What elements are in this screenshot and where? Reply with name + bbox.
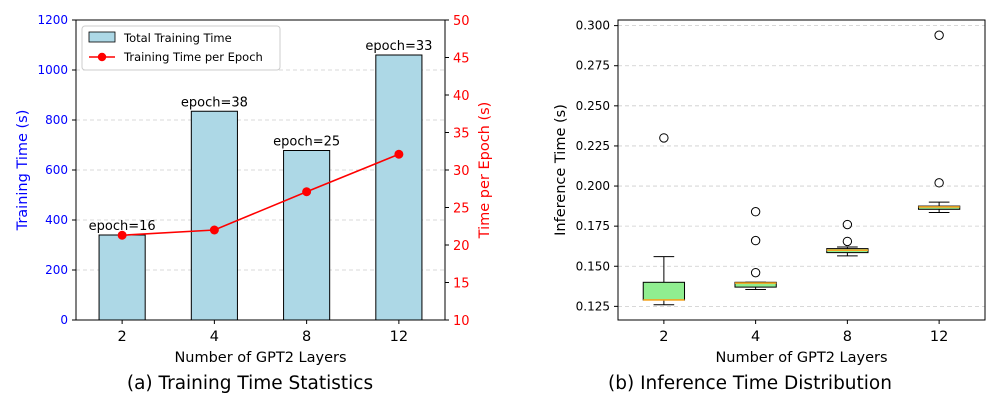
line-point [209,225,219,235]
box-series [642,30,961,306]
outlier-point [842,219,853,230]
outlier-point [750,235,761,246]
left-axis-ticks: 0 200 400 600 800 1000 1200 [37,13,76,327]
x-tick-label: 4 [751,329,760,345]
bar-series [98,54,423,321]
y2-tick-label: 25 [453,202,470,217]
legend-box [81,25,281,71]
y-tick-label: 0.150 [576,259,610,273]
outlier-point [934,178,944,188]
outlier-point [750,267,761,278]
y2-tick-label: 30 [453,164,470,179]
x-axis-label: Number of GPT2 Layers [715,350,887,366]
x-tick-label: 8 [302,329,311,345]
line-point [117,230,127,240]
chart-caption: (b) Inference Time Distribution [608,373,892,394]
line-series [117,149,404,240]
y-axis-label: Training Time (s) [15,110,31,232]
outlier-point [659,133,669,143]
y-tick-label: 1000 [37,63,68,77]
y-tick-label: 600 [45,163,68,177]
y-tick-label: 0.125 [576,299,610,313]
inference-time-chart: 0.125 0.150 0.175 0.200 0.225 0.250 0.275 0.300… [553,19,986,394]
legend-label-line: Training Time per Epoch [123,50,263,64]
chart-caption: (a) Training Time Statistics [127,373,373,394]
y-tick-label: 0.200 [576,179,610,193]
box [917,205,961,210]
x-tick-label: 8 [843,329,852,345]
bar-data-label: epoch=33 [365,39,432,54]
plot-frame [617,19,986,321]
y2-tick-label: 10 [453,314,470,329]
line-point [394,149,404,159]
x-tick-label: 2 [118,329,127,345]
bar [98,234,146,321]
right-axis-ticks: 10 15 20 25 30 35 40 45 50 [445,14,470,329]
legend: Total Training Time Training Time per Ep… [81,25,281,71]
outlier-point [934,30,944,40]
y-axis-label: Inference Time (s) [553,104,569,236]
y-tick-label: 200 [45,263,68,277]
y-tick-label: 0.300 [576,19,610,33]
bar-data-label: epoch=38 [181,95,248,110]
y-tick-label: 0 [60,313,68,327]
bar [190,110,238,321]
y2-tick-label: 35 [453,127,470,142]
x-tick-label: 2 [659,329,668,345]
y-tick-label: 1200 [37,13,68,27]
series-line [122,153,400,237]
x-axis-ticks: 2 4 8 12 [118,320,408,345]
y2-tick-label: 50 [453,14,470,29]
y-axis-ticks: 0.125 0.150 0.175 0.200 0.225 0.250 0.275 0.300 [576,19,618,313]
legend-bar-swatch [88,31,116,43]
x-tick-label: 12 [930,329,948,345]
y-tick-label: 400 [45,213,68,227]
x-axis-ticks: 2 4 8 12 [659,320,948,345]
y-tick-label: 0.175 [576,219,610,233]
box [642,281,686,301]
x-axis-label: Number of GPT2 Layers [174,350,346,366]
bar-data-label: epoch=16 [89,219,156,234]
outlier-point [750,207,761,217]
bar-data-label: epoch=25 [273,135,340,150]
y2-tick-label: 45 [453,52,470,67]
y2-tick-label: 15 [453,277,470,292]
legend-line-marker [97,52,107,62]
grid-lines [618,25,985,307]
x-tick-label: 4 [210,329,219,345]
y-tick-label: 0.250 [576,99,610,113]
bar [375,54,423,321]
y2-axis-label: Time per Epoch (s) [477,102,493,240]
x-tick-label: 12 [390,329,408,345]
y2-tick-label: 40 [453,89,470,104]
y2-tick-label: 20 [453,239,470,254]
outlier-point [842,236,853,247]
y-tick-label: 0.275 [576,59,610,73]
box [734,281,777,288]
bar-labels: epoch=16 epoch=38 epoch=25 epoch=33 [89,39,433,234]
y-tick-label: 800 [45,113,68,127]
y-tick-label: 0.225 [576,139,610,153]
line-point [302,187,312,197]
legend-label-bar: Total Training Time [123,31,232,45]
bar [283,150,331,321]
